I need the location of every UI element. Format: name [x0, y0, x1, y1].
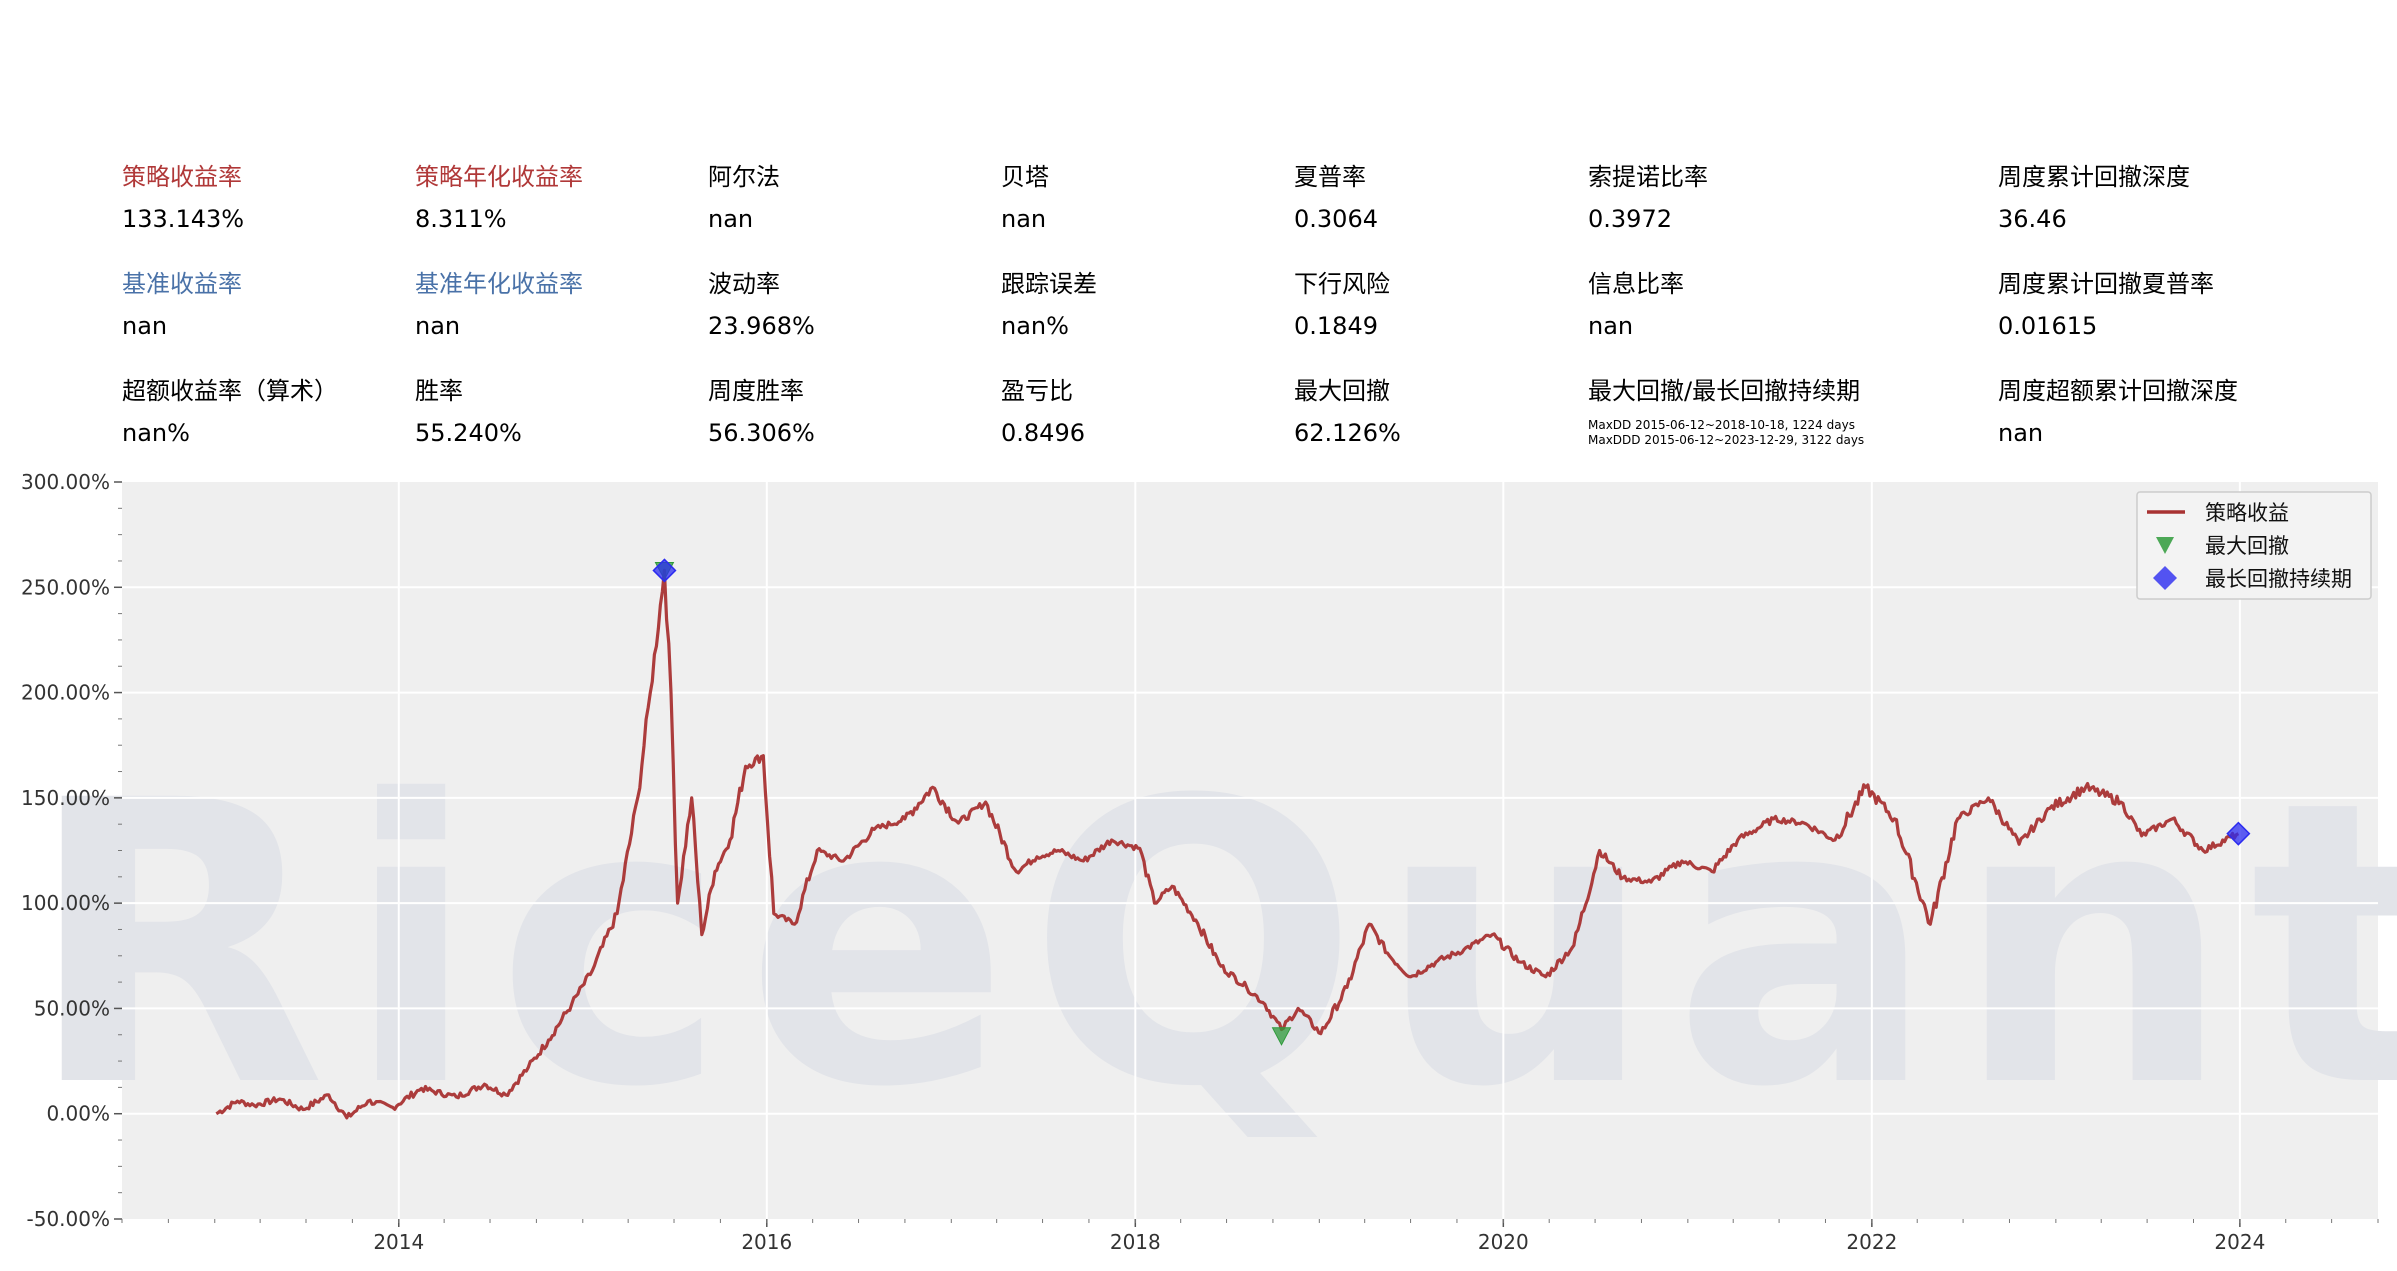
stat-value: 55.240% — [415, 419, 522, 447]
stat-r1-c6: 周度累计回撤夏普率 0.01615 — [1998, 269, 2214, 341]
legend-box — [2136, 491, 2372, 600]
stat-r0-c3: 贝塔 nan — [1001, 162, 1049, 234]
stat-value: nan — [415, 312, 461, 340]
x-tick-label: 2020 — [1478, 1230, 1529, 1254]
stat-value: 23.968% — [708, 312, 815, 340]
stat-value: 133.143% — [122, 205, 245, 233]
stat-label: 最大回撤 — [1294, 377, 1390, 405]
stat-r0-c0: 策略收益率 133.143% — [122, 162, 244, 234]
stat-r2-c4: 最大回撤 62.126% — [1294, 376, 1401, 448]
drawdown-duration-marker — [2226, 821, 2251, 846]
stat-r0-c6: 周度累计回撤深度 36.46 — [1998, 162, 2190, 234]
stat-value: 0.3064 — [1294, 205, 1378, 233]
chart-series — [215, 568, 2240, 1120]
stat-r1-c5: 信息比率 nan — [1588, 269, 1684, 341]
stat-r1-c0: 基准收益率 nan — [122, 269, 242, 341]
chart-markers — [652, 558, 2251, 1046]
y-tick-label: -50.00% — [27, 1207, 110, 1231]
stat-r1-c1: 基准年化收益率 nan — [415, 269, 583, 341]
stat-r1-c4: 下行风险 0.1849 — [1294, 269, 1390, 341]
x-tick-label: 2024 — [2214, 1230, 2265, 1254]
x-tick-label: 2018 — [1110, 1230, 1161, 1254]
y-tick-label: 300.00% — [21, 470, 110, 494]
stat-label: 基准年化收益率 — [415, 270, 583, 298]
stat-r2-c6: 周度超额累计回撤深度 nan — [1998, 376, 2238, 448]
stat-value: 56.306% — [708, 419, 815, 447]
stat-label: 信息比率 — [1588, 270, 1684, 298]
stat-value: nan — [1588, 312, 1634, 340]
y-axis: -50.00% 0.00% 50.00% 100.00% 150.00% 200.00% 2… — [21, 470, 122, 1231]
stat-value: 0.3972 — [1588, 205, 1672, 233]
stat-r0-c2: 阿尔法 nan — [708, 162, 780, 234]
drawdown-duration-marker — [652, 558, 677, 583]
stat-label: 周度累计回撤夏普率 — [1998, 270, 2214, 298]
stat-label: 周度胜率 — [708, 377, 804, 405]
plot-background — [122, 482, 2378, 1219]
stat-label: 盈亏比 — [1001, 377, 1073, 405]
stat-label: 胜率 — [415, 377, 463, 405]
stat-label: 阿尔法 — [708, 163, 780, 191]
legend-label: 最长回撤持续期 — [2205, 567, 2352, 591]
legend-diamond-swatch — [2153, 566, 2177, 590]
stat-value: 62.126% — [1294, 419, 1401, 447]
stat-label: 贝塔 — [1001, 163, 1049, 191]
x-tick-label: 2014 — [373, 1230, 424, 1254]
y-tick-label: 150.00% — [21, 786, 110, 810]
stat-value: 8.311% — [415, 205, 507, 233]
stat-value: nan — [1998, 419, 2044, 447]
x-axis: 2014 2016 2018 2020 2022 2024 — [121, 1219, 2379, 1254]
stat-value: nan% — [122, 419, 190, 447]
stat-value: nan — [708, 205, 754, 233]
x-tick-label: 2016 — [741, 1230, 792, 1254]
stat-label: 周度累计回撤深度 — [1998, 163, 2190, 191]
legend-triangle-swatch — [2156, 537, 2174, 554]
stat-value: nan% — [1001, 312, 1069, 340]
stat-r2-c1: 胜率 55.240% — [415, 376, 522, 448]
y-tick-label: 50.00% — [34, 996, 110, 1020]
chart-grid — [122, 482, 2378, 1219]
stat-r0-c4: 夏普率 0.3064 — [1294, 162, 1378, 234]
stat-label: 策略年化收益率 — [415, 163, 583, 191]
stat-label: 跟踪误差 — [1001, 270, 1097, 298]
legend-label: 最大回撤 — [2205, 534, 2289, 558]
stat-value: 0.01615 — [1998, 312, 2098, 340]
series-line-0 — [215, 568, 2240, 1120]
y-tick-label: 100.00% — [21, 891, 110, 915]
stat-r1-c2: 波动率 23.968% — [708, 269, 815, 341]
stat-r0-c1: 策略年化收益率 8.311% — [415, 162, 583, 234]
stat-value: 0.1849 — [1294, 312, 1378, 340]
stat-label: 周度超额累计回撤深度 — [1998, 377, 2238, 405]
max-drawdown-marker — [1271, 1027, 1292, 1046]
stat-label: 索提诺比率 — [1588, 163, 1708, 191]
stat-value: nan — [1001, 205, 1047, 233]
y-tick-label: 200.00% — [21, 681, 110, 705]
legend-label: 策略收益 — [2205, 501, 2289, 525]
stat-r2-c2: 周度胜率 56.306% — [708, 376, 815, 448]
stat-r2-c5: 最大回撤/最长回撤持续期 MaxDD 2015-06-12~2018-10-18,… — [1588, 376, 1864, 448]
stat-label: 最大回撤/最长回撤持续期 — [1588, 377, 1861, 405]
stat-r1-c3: 跟踪误差 nan% — [1001, 269, 1097, 341]
stat-r2-c0: 超额收益率（算术） nan% — [122, 376, 338, 448]
stat-value-lines: MaxDD 2015-06-12~2018-10-18, 1224 days Ma… — [1588, 418, 1864, 448]
stat-label: 基准收益率 — [122, 270, 242, 298]
stat-label: 下行风险 — [1294, 270, 1390, 298]
x-tick-label: 2022 — [1846, 1230, 1897, 1254]
stat-value: nan — [122, 312, 168, 340]
stat-label: 超额收益率（算术） — [122, 377, 338, 405]
y-tick-label: 250.00% — [21, 575, 110, 599]
stat-label: 波动率 — [708, 270, 780, 298]
stat-r0-c5: 索提诺比率 0.3972 — [1588, 162, 1708, 234]
stat-r2-c3: 盈亏比 0.8496 — [1001, 376, 1085, 448]
stat-value: 36.46 — [1998, 205, 2067, 233]
y-tick-label: 0.00% — [46, 1102, 110, 1126]
stat-value-line: MaxDD 2015-06-12~2018-10-18, 1224 days — [1588, 418, 1855, 432]
stat-value: 0.8496 — [1001, 419, 1085, 447]
stat-value-line: MaxDDD 2015-06-12~2023-12-29, 3122 days — [1588, 433, 1865, 447]
stat-label: 策略收益率 — [122, 163, 242, 191]
stat-label: 夏普率 — [1294, 163, 1366, 191]
